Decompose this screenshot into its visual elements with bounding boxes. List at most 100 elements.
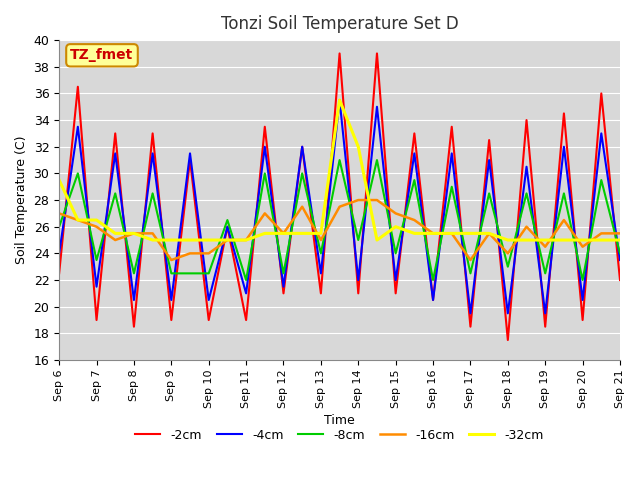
-16cm — [373, 197, 381, 203]
-32cm — [243, 237, 250, 243]
-2cm — [355, 290, 362, 296]
-2cm — [55, 271, 63, 276]
-32cm — [298, 230, 306, 236]
-4cm — [410, 151, 418, 156]
-32cm — [223, 237, 231, 243]
-4cm — [373, 104, 381, 109]
-32cm — [429, 230, 437, 236]
-2cm — [93, 317, 100, 323]
Legend: -2cm, -4cm, -8cm, -16cm, -32cm: -2cm, -4cm, -8cm, -16cm, -32cm — [131, 424, 548, 447]
-4cm — [560, 144, 568, 150]
-4cm — [148, 151, 156, 156]
-8cm — [467, 271, 474, 276]
Line: -32cm: -32cm — [59, 100, 620, 240]
-2cm — [261, 124, 269, 130]
-2cm — [111, 131, 119, 136]
-16cm — [410, 217, 418, 223]
-32cm — [186, 237, 194, 243]
-32cm — [392, 224, 399, 229]
-2cm — [467, 324, 474, 330]
-32cm — [373, 237, 381, 243]
-8cm — [429, 277, 437, 283]
-16cm — [261, 211, 269, 216]
-8cm — [392, 251, 399, 256]
-2cm — [429, 297, 437, 303]
-8cm — [541, 271, 549, 276]
-8cm — [148, 191, 156, 196]
-32cm — [598, 237, 605, 243]
-2cm — [523, 117, 531, 123]
-4cm — [579, 297, 586, 303]
-16cm — [186, 251, 194, 256]
-2cm — [186, 157, 194, 163]
-32cm — [93, 217, 100, 223]
-4cm — [317, 271, 324, 276]
-8cm — [598, 177, 605, 183]
-4cm — [467, 311, 474, 316]
Line: -16cm: -16cm — [59, 200, 620, 260]
-8cm — [317, 251, 324, 256]
-8cm — [523, 191, 531, 196]
-32cm — [74, 217, 82, 223]
-16cm — [223, 237, 231, 243]
-2cm — [410, 131, 418, 136]
-8cm — [448, 184, 456, 190]
-4cm — [205, 297, 212, 303]
-32cm — [616, 237, 624, 243]
-32cm — [410, 230, 418, 236]
-2cm — [560, 110, 568, 116]
-2cm — [392, 290, 399, 296]
-2cm — [504, 337, 511, 343]
-16cm — [243, 237, 250, 243]
-2cm — [298, 144, 306, 150]
-16cm — [298, 204, 306, 210]
-2cm — [485, 137, 493, 143]
-32cm — [355, 144, 362, 150]
-4cm — [616, 257, 624, 263]
-4cm — [111, 151, 119, 156]
-8cm — [504, 264, 511, 270]
-4cm — [280, 284, 287, 289]
-8cm — [579, 277, 586, 283]
-2cm — [598, 91, 605, 96]
-32cm — [467, 230, 474, 236]
-4cm — [298, 144, 306, 150]
Text: TZ_fmet: TZ_fmet — [70, 48, 134, 62]
-8cm — [55, 224, 63, 229]
-16cm — [429, 230, 437, 236]
-8cm — [205, 271, 212, 276]
-16cm — [579, 244, 586, 250]
-4cm — [243, 290, 250, 296]
-2cm — [317, 290, 324, 296]
-2cm — [336, 50, 344, 56]
-32cm — [504, 237, 511, 243]
-16cm — [560, 217, 568, 223]
-4cm — [130, 297, 138, 303]
-4cm — [223, 224, 231, 229]
-2cm — [579, 317, 586, 323]
-8cm — [373, 157, 381, 163]
-32cm — [485, 230, 493, 236]
-4cm — [93, 284, 100, 289]
Line: -4cm: -4cm — [59, 100, 620, 313]
-8cm — [560, 191, 568, 196]
-2cm — [243, 317, 250, 323]
-8cm — [336, 157, 344, 163]
-8cm — [111, 191, 119, 196]
-8cm — [74, 170, 82, 176]
-32cm — [579, 237, 586, 243]
-4cm — [336, 97, 344, 103]
-16cm — [168, 257, 175, 263]
-16cm — [55, 211, 63, 216]
-16cm — [392, 211, 399, 216]
Y-axis label: Soil Temperature (C): Soil Temperature (C) — [15, 136, 28, 264]
-8cm — [616, 251, 624, 256]
-8cm — [243, 277, 250, 283]
-2cm — [280, 290, 287, 296]
-16cm — [616, 230, 624, 236]
-8cm — [485, 191, 493, 196]
-4cm — [523, 164, 531, 169]
-16cm — [336, 204, 344, 210]
-2cm — [148, 131, 156, 136]
-4cm — [74, 124, 82, 130]
